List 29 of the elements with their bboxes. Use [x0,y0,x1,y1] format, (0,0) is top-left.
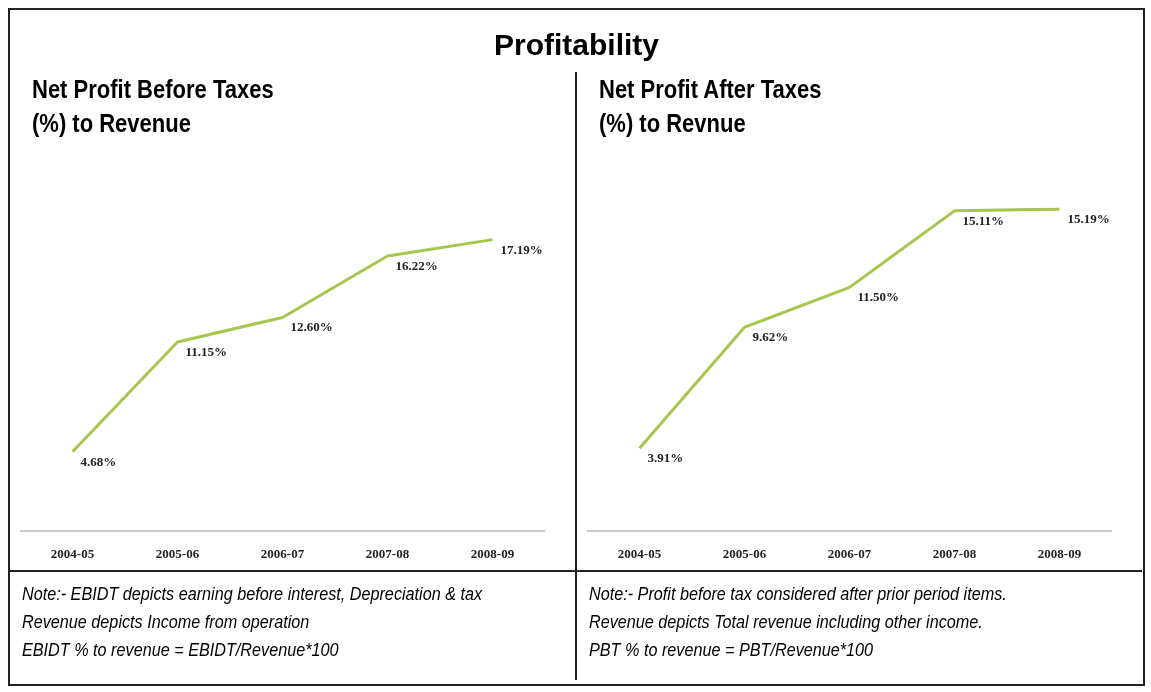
x-tick-label: 2008-09 [1037,546,1082,562]
x-tick-label: 2007-08 [365,546,410,562]
chart-subtitle: Net Profit Before Taxes (%) to Revenue [32,74,275,139]
x-tick-label: 2006-07 [260,546,305,562]
text: Note:- Profit before tax considered after prior period items. [589,583,1008,606]
text: Revenue depicts Income from operation [22,611,311,634]
data-label: 16.22% [395,258,438,274]
data-label: 15.19% [1067,211,1110,227]
data-label: 12.60% [290,319,333,335]
x-tick-label: 2008-09 [470,546,515,562]
x-tick-label: 2005-06 [155,546,200,562]
data-label: 17.19% [500,241,543,257]
x-tick-label: 2004-05 [50,546,95,562]
x-tick-label: 2006-07 [827,546,872,562]
data-label: 4.68% [80,453,117,469]
text: Note:- EBIDT depicts earning before interest, Depreciation & tax [22,583,484,606]
text: PBT % to revenue = PBT/Revenue*100 [589,639,875,662]
chart-subtitle: Net Profit After Taxes (%) to Revnue [599,74,823,139]
x-tick-label: 2005-06 [722,546,767,562]
data-label: 11.50% [857,289,900,305]
data-label: 3.91% [647,450,684,466]
x-tick-label: 2007-08 [932,546,977,562]
data-label: 9.62% [752,329,789,345]
text: EBIDT % to revenue = EBIDT/Revenue*100 [22,639,340,662]
data-label: 15.11% [962,212,1005,228]
text: Revenue depicts Total revenue including other income. [589,611,984,634]
data-label: 11.15% [185,344,228,360]
x-tick-label: 2004-05 [617,546,662,562]
chart-title: Profitability [493,27,660,63]
